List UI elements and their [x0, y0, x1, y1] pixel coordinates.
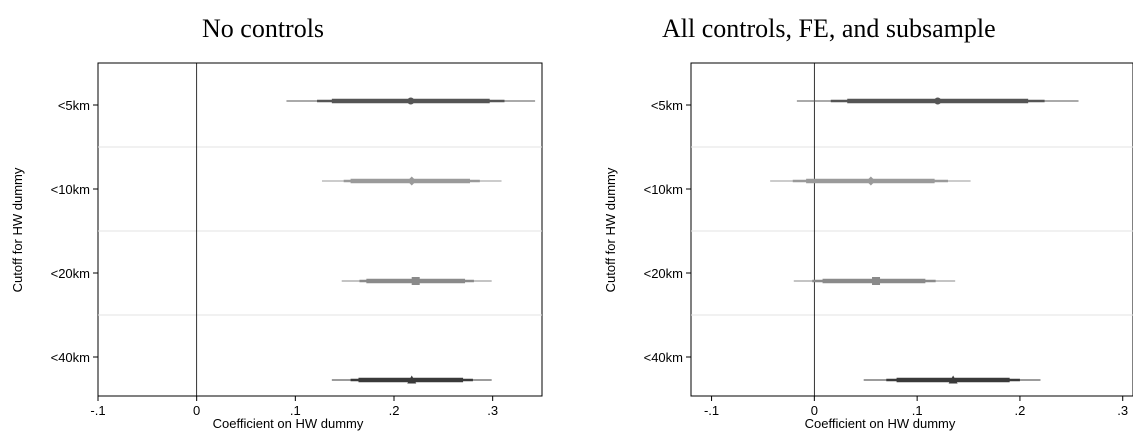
- y-tick-label: <10km: [644, 182, 683, 197]
- x-tick-label: .2: [389, 403, 400, 418]
- y-tick-label: <5km: [651, 98, 683, 113]
- x-tick-label: .3: [487, 403, 498, 418]
- point-estimate: [948, 375, 958, 384]
- plot-frame: [690, 62, 1133, 397]
- point-estimate: [872, 277, 881, 285]
- x-tick-label: .1: [290, 403, 301, 418]
- x-axis-label: Coefficient on HW dummy: [805, 416, 956, 431]
- point-estimate: [407, 97, 415, 105]
- y-tick-label: <40km: [644, 350, 683, 365]
- panel-title-right: All controls, FE, and subsample: [662, 14, 996, 43]
- x-tick-label: -.1: [704, 403, 719, 418]
- x-tick-label: 0: [193, 403, 200, 418]
- point-estimate: [407, 375, 417, 384]
- plot-frame: [97, 62, 543, 397]
- point-estimate: [934, 97, 942, 105]
- y-tick-label: <40km: [51, 350, 90, 365]
- y-axis-label: Cutoff for HW dummy: [10, 167, 25, 292]
- panel-title-left: No controls: [202, 14, 325, 43]
- chart-panel-2: -.1 0 .1 .2 .3 Coefficient on HW dummy Cutoff …: [603, 62, 1133, 431]
- x-tick-label: .3: [1117, 403, 1128, 418]
- x-axis-label: Coefficient on HW dummy: [213, 416, 364, 431]
- chart-panel-1: -.1 0 .1 .2 .3 Coefficient on HW dummy Cutoff …: [10, 62, 543, 431]
- x-tick-label: -.1: [90, 403, 105, 418]
- x-tick-label: .2: [1015, 403, 1026, 418]
- x-tick-label: .1: [912, 403, 923, 418]
- y-tick-label: <20km: [51, 266, 90, 281]
- y-tick-label: <20km: [644, 266, 683, 281]
- y-tick-label: <10km: [51, 182, 90, 197]
- y-axis-label: Cutoff for HW dummy: [603, 167, 618, 292]
- x-tick-label: 0: [811, 403, 818, 418]
- y-tick-label: <5km: [58, 98, 90, 113]
- point-estimate: [411, 277, 420, 285]
- point-estimate: [866, 176, 876, 186]
- point-estimate: [407, 176, 417, 186]
